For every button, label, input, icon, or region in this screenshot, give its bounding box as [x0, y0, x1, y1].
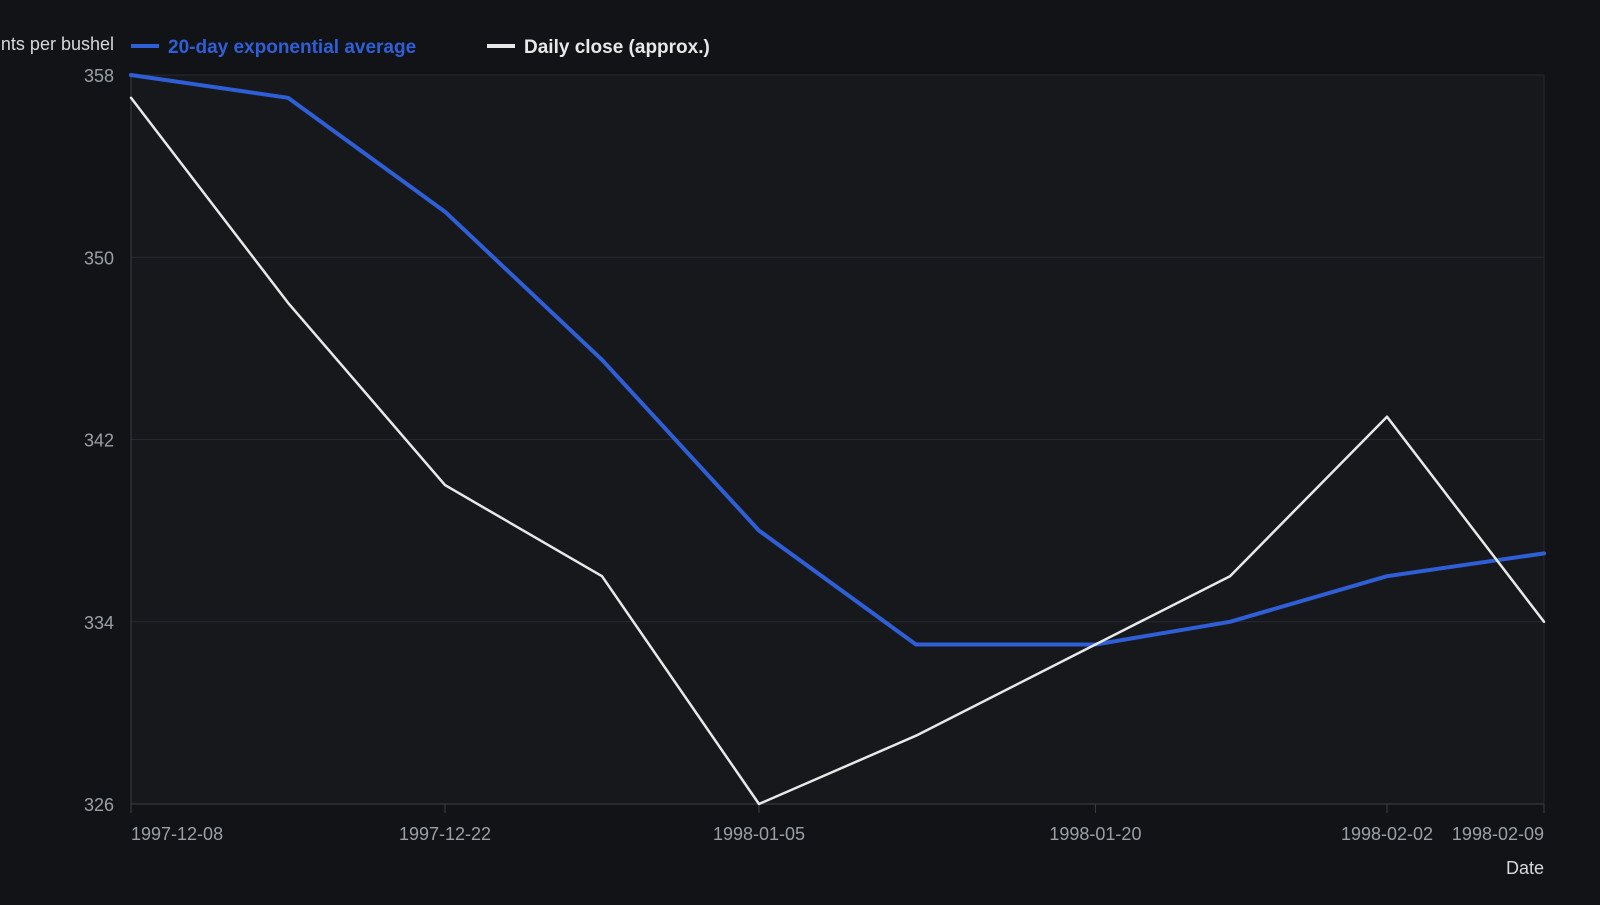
y-tick-label: 326 — [84, 795, 114, 815]
x-tick-label: 1997-12-08 — [131, 824, 223, 844]
x-tick-label: 1998-02-02 — [1341, 824, 1433, 844]
y-tick-label: 350 — [84, 248, 114, 268]
series-lines — [129, 73, 1546, 806]
x-tick-label: 1998-02-09 — [1452, 824, 1544, 844]
x-axis-title: Date — [1506, 858, 1544, 878]
series-line-daily-close — [129, 96, 1546, 806]
legend-label-ema: 20-day exponential average — [168, 37, 416, 58]
y-tick-label: 358 — [84, 66, 114, 86]
x-tick-label: 1997-12-22 — [399, 824, 491, 844]
axes: 326 334 342 350 358 1997-12-08 1997-12-22 1998-… — [84, 66, 1545, 844]
series-line-ema — [129, 73, 1546, 647]
legend-item-ema[interactable]: 20-day exponential average — [131, 37, 416, 58]
x-tick-label: 1998-01-20 — [1049, 824, 1141, 844]
legend-item-close[interactable]: Daily close (approx.) — [487, 37, 710, 58]
y-tick-label: 334 — [84, 613, 114, 633]
legend: 20-day exponential average Daily close (… — [131, 37, 710, 58]
y-axis-title: Cents per bushel — [0, 34, 114, 54]
x-tick-label: 1998-01-05 — [713, 824, 805, 844]
y-tick-label: 342 — [84, 431, 114, 451]
legend-label-close: Daily close (approx.) — [524, 37, 710, 58]
